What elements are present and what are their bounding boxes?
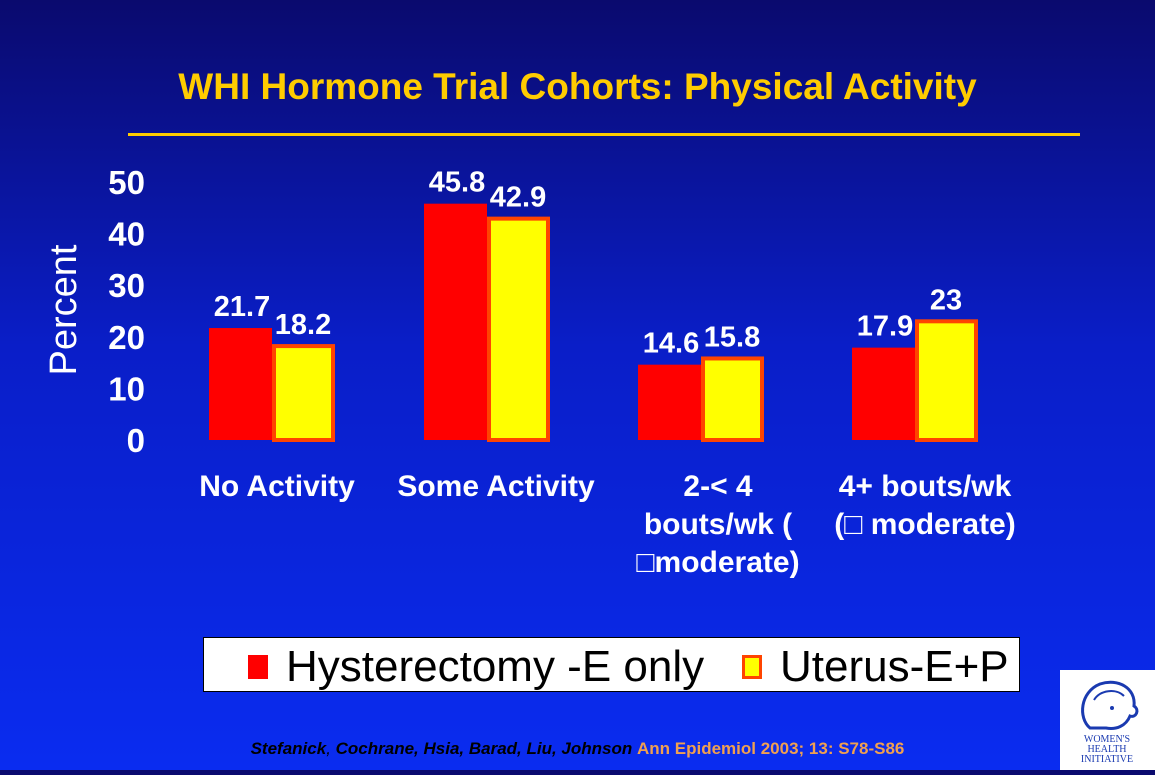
bar-hysterectomy: [209, 328, 272, 440]
womens-health-initiative-logo-icon: WOMEN'S HEALTH INITIATIVE: [1060, 670, 1155, 770]
bar-uterus: [915, 319, 978, 443]
bar-value-label: 23: [930, 284, 962, 316]
legend-swatch-hysterectomy: [248, 655, 268, 679]
legend-swatch-uterus: [742, 655, 762, 679]
slide-title: WHI Hormone Trial Cohorts: Physical Acti…: [178, 66, 977, 107]
citation-separator: ,: [326, 739, 336, 758]
bar-uterus: [487, 216, 550, 442]
x-category-label: □moderate): [636, 546, 799, 579]
x-category-label: (□ moderate): [834, 508, 1015, 541]
bar-uterus: [701, 356, 764, 442]
y-tick-label: 40: [108, 216, 145, 253]
legend-label-hysterectomy: Hysterectomy -E only: [286, 642, 705, 691]
legend-item-hysterectomy: Hysterectomy -E only: [248, 642, 704, 692]
chart-legend: Hysterectomy -E only Uterus-E+P: [203, 637, 1020, 692]
y-tick-label: 20: [108, 319, 145, 356]
logo-text: WOMEN'S HEALTH INITIATIVE: [1081, 734, 1133, 765]
bar-value-label: 45.8: [429, 167, 485, 199]
bar-value-label: 15.8: [704, 321, 760, 353]
bar-hysterectomy: [424, 203, 487, 440]
y-axis-label: Percent: [43, 244, 85, 375]
legend-item-uterus: Uterus-E+P: [742, 642, 1009, 692]
bar-value-label: 21.7: [214, 291, 270, 323]
bar-value-label: 42.9: [490, 182, 546, 214]
y-tick-label: 0: [127, 422, 145, 459]
citation-author-first: Stefanick: [250, 739, 327, 758]
legend-label-uterus: Uterus-E+P: [780, 642, 1009, 691]
bar-value-label: 18.2: [275, 309, 331, 341]
x-category-label: 4+ bouts/wk: [839, 470, 1012, 503]
bar-hysterectomy: [852, 347, 915, 440]
bar-uterus: [272, 344, 335, 443]
x-category-label: No Activity: [199, 470, 355, 503]
x-category-label: bouts/wk (: [644, 508, 792, 541]
x-category-label: 2-< 4: [683, 470, 753, 503]
citation-authors: Cochrane, Hsia, Barad, Liu, Johnson: [335, 739, 633, 758]
y-tick-label: 10: [108, 370, 145, 407]
citation-journal: Ann Epidemiol 2003; 13: S78-S86: [637, 739, 905, 758]
bar-value-label: 17.9: [857, 311, 913, 343]
x-category-label: Some Activity: [397, 470, 595, 503]
citation: Stefanick, Cochrane, Hsia, Barad, Liu, J…: [0, 739, 1155, 759]
y-tick-label: 30: [108, 267, 145, 304]
bar-hysterectomy: [638, 364, 701, 440]
bar-value-label: 14.6: [643, 328, 699, 360]
title-divider: [128, 133, 1080, 136]
bar-chart: Percent 0 10 20 30 40 50 21.7 45.8 14.6 17.9 18.2 42…: [43, 164, 1015, 579]
y-tick-label: 50: [108, 164, 145, 201]
